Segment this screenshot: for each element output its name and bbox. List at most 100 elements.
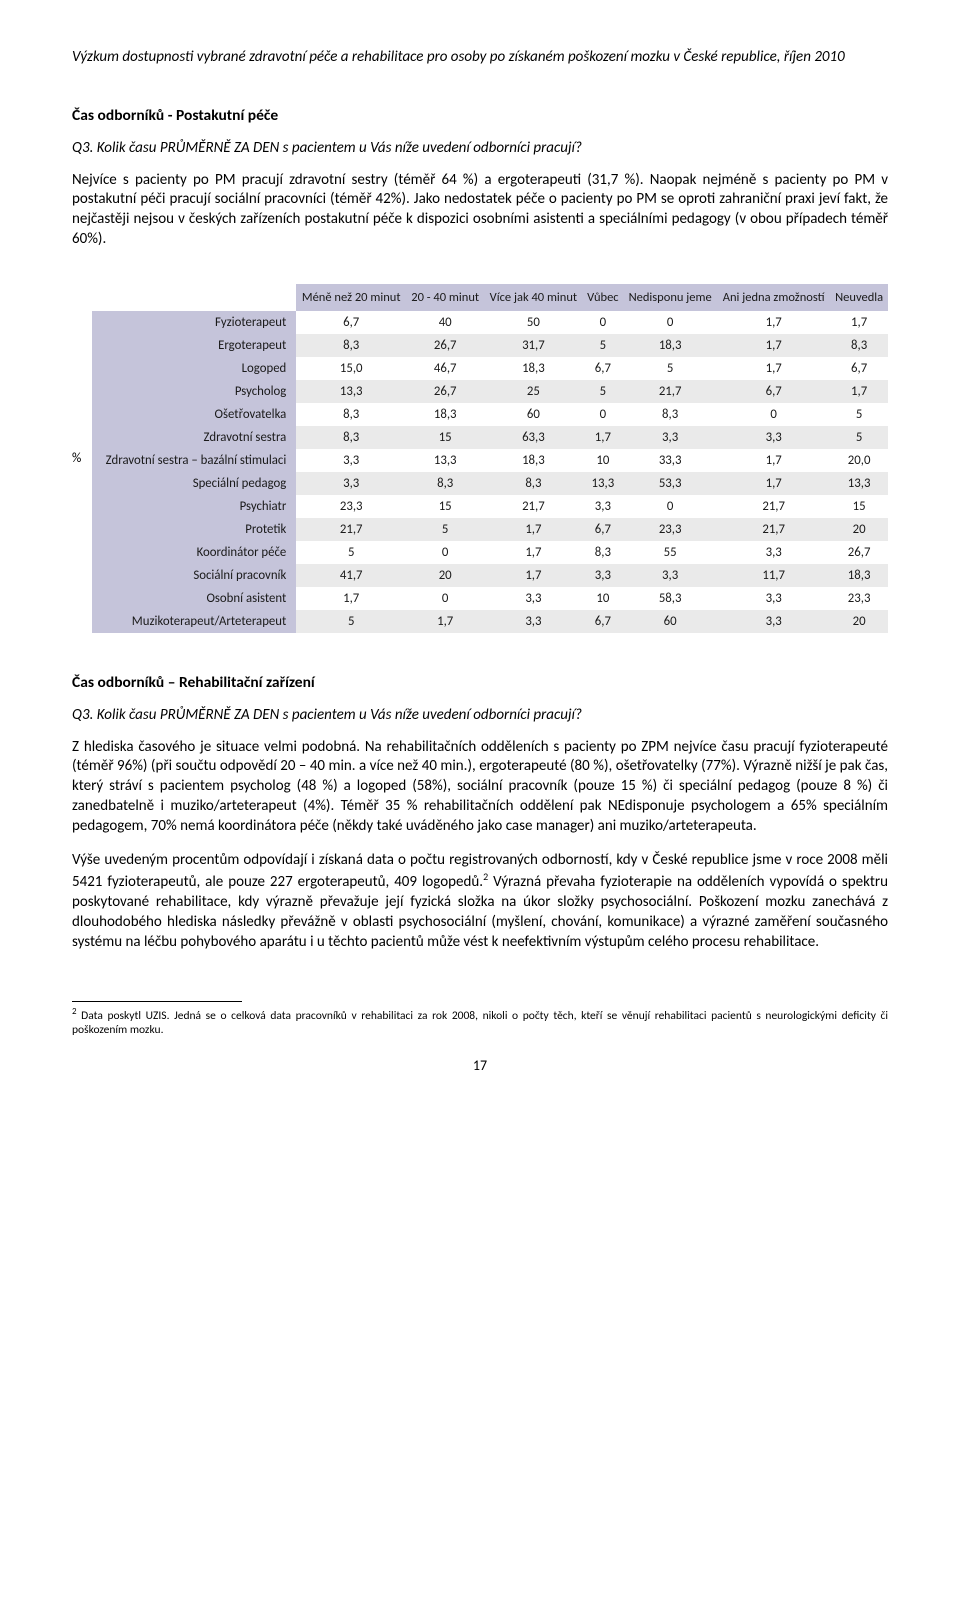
page-number: 17 [72, 1057, 888, 1074]
table-cell: 8,3 [296, 334, 406, 357]
table-cell: 60 [484, 403, 582, 426]
table-cell: 3,3 [296, 449, 406, 472]
section2-para1: Z hlediska časového je situace velmi pod… [72, 738, 888, 837]
table-cell: 23,3 [296, 495, 406, 518]
table-cell: 1,7 [406, 610, 484, 633]
table-cell: 0 [406, 587, 484, 610]
table-cell: 18,3 [830, 564, 888, 587]
table-cell: 1,7 [484, 564, 582, 587]
section2-heading: Čas odborníků – Rehabilitační zařízení [72, 673, 888, 692]
table-row: Muzikoterapeut/Arteterapeut51,73,36,7603… [92, 610, 888, 633]
table-cell: 31,7 [484, 334, 582, 357]
table-cell: 41,7 [296, 564, 406, 587]
table-cell: 5 [583, 380, 624, 403]
table-cell: 0 [717, 403, 830, 426]
table-cell: 6,7 [583, 518, 624, 541]
table-cell: 46,7 [406, 357, 484, 380]
table-cell: 18,3 [406, 403, 484, 426]
table-cell: 18,3 [484, 449, 582, 472]
table-cell: 21,7 [717, 518, 830, 541]
table-row-label: Koordinátor péče [92, 541, 297, 564]
table-cell: 5 [583, 334, 624, 357]
table-cell: 5 [406, 518, 484, 541]
footnote: 2 Data poskytl UZIS. Jedná se o celková … [72, 1006, 888, 1038]
table-cell: 13,3 [583, 472, 624, 495]
table-cell: 40 [406, 311, 484, 334]
table-cell: 5 [296, 610, 406, 633]
table-cell: 1,7 [830, 311, 888, 334]
table-row: Osobní asistent1,703,31058,33,323,3 [92, 587, 888, 610]
table-col-header: 20 - 40 minut [406, 284, 484, 311]
table-cell: 20 [830, 518, 888, 541]
table-cell: 26,7 [406, 380, 484, 403]
table-cell: 0 [623, 495, 717, 518]
table-cell: 8,3 [406, 472, 484, 495]
table-cell: 6,7 [830, 357, 888, 380]
table-cell: 1,7 [717, 311, 830, 334]
doc-header: Výzkum dostupnosti vybrané zdravotní péč… [72, 48, 888, 68]
table-cell: 8,3 [623, 403, 717, 426]
table-y-label: % [72, 451, 86, 466]
table-cell: 23,3 [830, 587, 888, 610]
table-cell: 3,3 [484, 610, 582, 633]
table-row: Ergoterapeut8,326,731,7518,31,78,3 [92, 334, 888, 357]
table-cell: 13,3 [830, 472, 888, 495]
table-cell: 11,7 [717, 564, 830, 587]
table-row-label: Ošetřovatelka [92, 403, 297, 426]
table-row-label: Zdravotní sestra [92, 426, 297, 449]
table-cell: 13,3 [406, 449, 484, 472]
section1-para: Nejvíce s pacienty po PM pracují zdravot… [72, 171, 888, 250]
table-cell: 1,7 [484, 541, 582, 564]
table-cell: 3,3 [717, 587, 830, 610]
table-row-label: Sociální pracovník [92, 564, 297, 587]
table-row: Koordinátor péče501,78,3553,326,7 [92, 541, 888, 564]
table-cell: 8,3 [484, 472, 582, 495]
table-row: Speciální pedagog3,38,38,313,353,31,713,… [92, 472, 888, 495]
table-cell: 18,3 [484, 357, 582, 380]
table-cell: 3,3 [296, 472, 406, 495]
table-cell: 33,3 [623, 449, 717, 472]
table-row-label: Speciální pedagog [92, 472, 297, 495]
table-cell: 6,7 [583, 610, 624, 633]
table-row-label: Zdravotní sestra – bazální stimulaci [92, 449, 297, 472]
table-cell: 0 [583, 403, 624, 426]
table-row-label: Protetik [92, 518, 297, 541]
table-row-label: Psycholog [92, 380, 297, 403]
table-cell: 21,7 [717, 495, 830, 518]
table-cell: 18,3 [623, 334, 717, 357]
section2-para2: Výše uvedeným procentům odpovídají i zís… [72, 851, 888, 953]
table-cell: 26,7 [830, 541, 888, 564]
table-cell: 3,3 [623, 426, 717, 449]
table-cell: 1,7 [830, 380, 888, 403]
section2-question: Q3. Kolik času PRŮMĚRNĚ ZA DEN s pacient… [72, 706, 888, 724]
table-cell: 8,3 [583, 541, 624, 564]
table-cell: 50 [484, 311, 582, 334]
table-cell: 5 [830, 403, 888, 426]
table-cell: 1,7 [717, 334, 830, 357]
table-cell: 5 [296, 541, 406, 564]
table-col-header: Méně než 20 minut [296, 284, 406, 311]
table-cell: 53,3 [623, 472, 717, 495]
table-cell: 63,3 [484, 426, 582, 449]
table-row: Sociální pracovník41,7201,73,33,311,718,… [92, 564, 888, 587]
specialists-time-table: Méně než 20 minut20 - 40 minutVíce jak 4… [92, 284, 888, 633]
section1-heading: Čas odborníků - Postakutní péče [72, 106, 888, 125]
table-cell: 3,3 [717, 426, 830, 449]
table-cell: 3,3 [623, 564, 717, 587]
table-col-header: Nedisponu jeme [623, 284, 717, 311]
table-cell: 10 [583, 587, 624, 610]
table-col-header: Ani jedna zmožností [717, 284, 830, 311]
table-cell: 1,7 [717, 449, 830, 472]
table-cell: 13,3 [296, 380, 406, 403]
table-cell: 20 [406, 564, 484, 587]
table-row-label: Fyzioterapeut [92, 311, 297, 334]
table-row-label: Muzikoterapeut/Arteterapeut [92, 610, 297, 633]
table-row-label: Logoped [92, 357, 297, 380]
table-cell: 26,7 [406, 334, 484, 357]
table-cell: 3,3 [717, 610, 830, 633]
table-cell: 1,7 [717, 472, 830, 495]
section1-question: Q3. Kolik času PRŮMĚRNĚ ZA DEN s pacient… [72, 139, 888, 157]
table-cell: 3,3 [583, 495, 624, 518]
table-row: Logoped15,046,718,36,751,76,7 [92, 357, 888, 380]
table-row-label: Osobní asistent [92, 587, 297, 610]
